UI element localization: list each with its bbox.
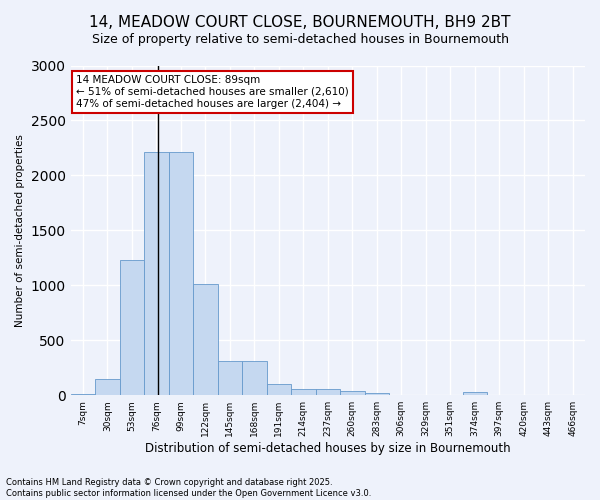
Bar [291, 388, 316, 395]
Bar [316, 389, 340, 395]
Bar [365, 393, 389, 395]
Bar [463, 392, 487, 395]
Text: 14, MEADOW COURT CLOSE, BOURNEMOUTH, BH9 2BT: 14, MEADOW COURT CLOSE, BOURNEMOUTH, BH9… [89, 15, 511, 30]
Bar [218, 361, 242, 395]
Bar [340, 391, 365, 395]
Bar [169, 152, 193, 395]
Bar [266, 384, 291, 395]
Bar [242, 361, 266, 395]
Text: Contains HM Land Registry data © Crown copyright and database right 2025.
Contai: Contains HM Land Registry data © Crown c… [6, 478, 371, 498]
Text: Size of property relative to semi-detached houses in Bournemouth: Size of property relative to semi-detach… [91, 32, 509, 46]
Bar [119, 260, 144, 395]
Bar [95, 378, 119, 395]
Text: 14 MEADOW COURT CLOSE: 89sqm
← 51% of semi-detached houses are smaller (2,610)
4: 14 MEADOW COURT CLOSE: 89sqm ← 51% of se… [76, 76, 349, 108]
Y-axis label: Number of semi-detached properties: Number of semi-detached properties [15, 134, 25, 327]
Bar [71, 394, 95, 395]
Bar [144, 152, 169, 395]
X-axis label: Distribution of semi-detached houses by size in Bournemouth: Distribution of semi-detached houses by … [145, 442, 511, 455]
Bar [193, 284, 218, 395]
